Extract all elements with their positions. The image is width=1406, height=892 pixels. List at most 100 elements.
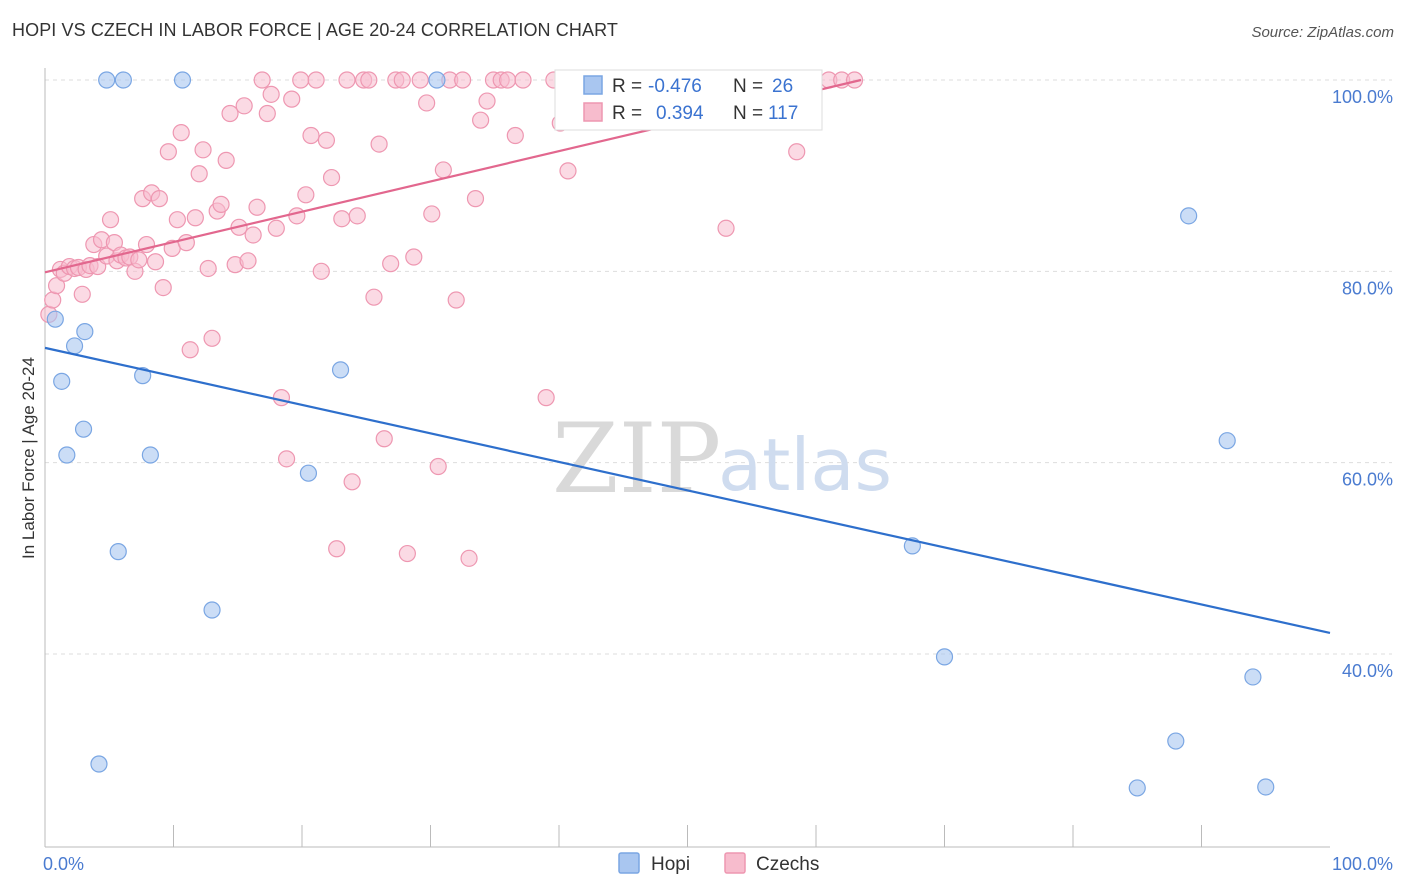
legend-hopi-r-value: -0.476 (648, 76, 702, 97)
czech-point (302, 126, 320, 145)
czech-point (212, 195, 230, 213)
hopi-point (53, 372, 71, 390)
czech-point (199, 259, 217, 278)
hopi-point (90, 755, 108, 773)
czech-point (186, 209, 204, 227)
legend-hopi-n-label: N = (733, 76, 763, 97)
x-tick-labels: 0.0% 100.0% (43, 854, 1393, 874)
czech-point (272, 389, 291, 407)
legend-czech-r-label: R = (612, 103, 642, 124)
czech-point (845, 71, 864, 89)
y-tick-label-80: 80.0% (1342, 278, 1393, 298)
hopi-point (428, 71, 446, 89)
czech-point (478, 92, 496, 110)
czech-point (398, 544, 416, 563)
series-legend-hopi-swatch (618, 852, 640, 874)
czech-point (267, 219, 285, 237)
series-legend-czech-swatch (724, 852, 746, 874)
czech-point (307, 71, 325, 89)
czech-point (258, 104, 276, 123)
czech-point (317, 131, 336, 149)
czech-point (73, 285, 91, 303)
series-legend-hopi-label: Hopi (651, 854, 690, 875)
czech-point (217, 151, 235, 169)
czech-point (506, 126, 524, 145)
czech-point (288, 207, 306, 225)
czech-point (537, 389, 555, 407)
czech-point (190, 165, 208, 183)
czech-point (154, 278, 172, 297)
czech-point (405, 248, 423, 266)
czech-point (101, 211, 120, 229)
legend-czech-n-value: 117 (768, 103, 798, 124)
czech-point (235, 97, 253, 115)
czech-point (328, 540, 346, 558)
hopi-point (299, 464, 318, 482)
czech-point (499, 71, 517, 89)
legend-hopi-swatch (583, 75, 603, 95)
hopi-point (1257, 778, 1275, 796)
czech-point (411, 71, 429, 89)
czech-point (717, 219, 735, 237)
czech-point (559, 162, 577, 180)
watermark: ZIP atlas (552, 403, 892, 515)
x-tick-label-0: 0.0% (43, 854, 84, 874)
czech-point (253, 71, 271, 89)
series-legend: Hopi Czechs (618, 852, 819, 875)
hopi-point (65, 337, 84, 355)
hopi-points (46, 71, 1275, 797)
czech-point (333, 210, 351, 228)
czech-point (159, 143, 177, 161)
czech-point (168, 211, 186, 229)
czech-point (454, 71, 472, 89)
czech-point (375, 430, 393, 448)
czech-point (248, 198, 266, 216)
czech-point (47, 277, 66, 295)
hopi-point (74, 420, 93, 438)
watermark-atlas: atlas (718, 423, 892, 507)
czech-point (393, 71, 411, 89)
czech-point (221, 104, 239, 123)
czech-point (172, 124, 190, 142)
y-tick-labels: 40.0% 60.0% 80.0% 100.0% (1332, 87, 1393, 681)
hopi-point (1180, 207, 1198, 225)
hopi-point (76, 323, 94, 341)
czech-point (312, 262, 330, 280)
czech-point (194, 141, 212, 159)
hopi-point (141, 446, 159, 464)
y-axis-label: In Labor Force | Age 20-24 (19, 357, 38, 559)
correlation-legend: R = -0.476 N = 26 R = 0.394 N = 117 (554, 69, 823, 131)
czech-point (203, 329, 221, 347)
legend-czech-swatch (583, 102, 603, 122)
czech-points (40, 71, 864, 567)
czech-point (262, 85, 280, 103)
czech-point (277, 450, 296, 468)
czech-point (244, 226, 262, 244)
hopi-point (935, 648, 954, 666)
x-tick-label-100: 100.0% (1332, 854, 1393, 874)
czech-point (466, 190, 485, 208)
czech-point (239, 252, 257, 270)
czech-point (348, 207, 366, 225)
czech-point (146, 253, 165, 271)
hopi-point (1218, 432, 1236, 450)
czech-point (322, 168, 341, 187)
source-label: Source: ZipAtlas.com (1251, 24, 1394, 41)
hopi-point (173, 71, 192, 89)
czech-point (297, 186, 315, 204)
czech-point (338, 71, 356, 89)
czech-point (343, 473, 361, 491)
czech-point (423, 205, 441, 223)
trend-lines (44, 78, 1331, 635)
czech-point (283, 90, 301, 108)
czech-point (460, 549, 478, 567)
czech-point (514, 71, 532, 89)
czech-point (429, 457, 447, 476)
czech-point (292, 71, 310, 89)
czech-point (434, 161, 452, 179)
hopi-point (98, 71, 116, 89)
legend-hopi-n-value: 26 (772, 76, 793, 97)
czech-point (150, 190, 168, 208)
czech-point (382, 255, 400, 273)
